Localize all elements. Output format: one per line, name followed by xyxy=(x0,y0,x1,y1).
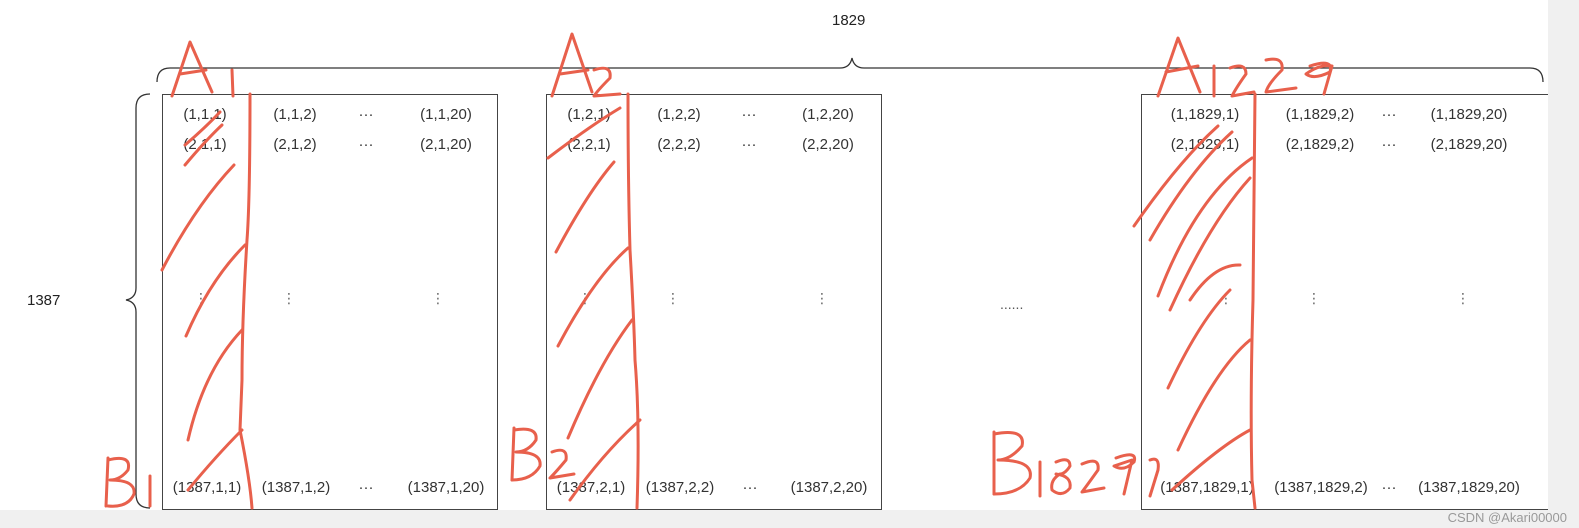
column-line-2 xyxy=(626,92,640,510)
cell: (2,1829,20) xyxy=(1430,136,1508,153)
cell-ellipsis: ··· xyxy=(1381,106,1397,123)
between-ellipsis: ...... xyxy=(1000,296,1024,312)
cell-ellipsis: ··· xyxy=(1381,136,1397,153)
cell-ellipsis: ··· xyxy=(741,136,757,153)
cell: (1387,1829,1) xyxy=(1160,479,1254,496)
vertical-dots: ⋮ xyxy=(282,290,296,306)
cell: (1387,1,20) xyxy=(407,479,485,496)
bottom-gutter xyxy=(0,510,1579,528)
cell: (1,2,20) xyxy=(802,106,854,123)
height-brace xyxy=(125,93,151,509)
cell-ellipsis: ··· xyxy=(741,106,757,123)
cell: (2,2,1) xyxy=(567,136,611,153)
vertical-dots: ⋮ xyxy=(194,290,208,306)
cell: (2,1829,2) xyxy=(1285,136,1355,153)
cell: (1,2,1) xyxy=(567,106,611,123)
height-label: 1387 xyxy=(27,292,61,309)
cell: (1,1829,20) xyxy=(1430,106,1508,123)
vertical-dots: ⋮ xyxy=(666,290,680,306)
column-line-3 xyxy=(1249,92,1257,510)
handwritten-a1829 xyxy=(1156,36,1334,98)
cell: (1,1,20) xyxy=(420,106,472,123)
cell: (1,1829,2) xyxy=(1285,106,1355,123)
hatch-marks-2 xyxy=(546,106,642,502)
cell: (1387,1,1) xyxy=(172,479,242,496)
vertical-dots: ⋮ xyxy=(815,290,829,306)
matrix-1829 xyxy=(1141,94,1548,510)
vertical-dots: ⋮ xyxy=(1219,290,1233,306)
width-label: 1829 xyxy=(832,12,866,29)
watermark: CSDN @Akari00000 xyxy=(1447,510,1567,525)
cell: (1,1829,1) xyxy=(1170,106,1240,123)
vertical-dots: ⋮ xyxy=(1456,290,1470,306)
cell: (1387,1829,2) xyxy=(1274,479,1368,496)
cell: (1,2,2) xyxy=(657,106,701,123)
cell-ellipsis: ··· xyxy=(1381,479,1397,496)
hatch-marks-3 xyxy=(1132,124,1254,492)
vertical-dots: ⋮ xyxy=(1307,290,1321,306)
cell: (2,1,2) xyxy=(273,136,317,153)
matrix-2 xyxy=(546,94,882,510)
cell-ellipsis: ··· xyxy=(358,106,374,123)
cell-ellipsis: ··· xyxy=(358,136,374,153)
cell: (1,1,1) xyxy=(183,106,227,123)
cell: (1387,2,2) xyxy=(645,479,715,496)
cell: (2,1,20) xyxy=(420,136,472,153)
cell: (1387,1829,20) xyxy=(1418,479,1520,496)
scroll-gutter xyxy=(1548,0,1579,528)
handwritten-a2 xyxy=(550,32,622,98)
cell: (2,1,1) xyxy=(183,136,227,153)
column-line-1 xyxy=(238,92,254,510)
cell: (2,2,2) xyxy=(657,136,701,153)
cell: (1387,2,1) xyxy=(556,479,626,496)
width-brace xyxy=(156,57,1544,83)
cell: (2,2,20) xyxy=(802,136,854,153)
cell: (1387,1,2) xyxy=(261,479,331,496)
vertical-dots: ⋮ xyxy=(431,290,445,306)
handwritten-b1829 xyxy=(992,430,1160,498)
hatch-marks-1 xyxy=(160,110,247,492)
cell-ellipsis: ··· xyxy=(742,479,758,496)
cell: (1387,2,20) xyxy=(790,479,868,496)
handwritten-b2 xyxy=(510,426,576,482)
matrix-1 xyxy=(162,94,498,510)
handwritten-b1 xyxy=(104,456,152,508)
handwritten-a1 xyxy=(170,40,235,98)
cell: (1,1,2) xyxy=(273,106,317,123)
cell-ellipsis: ··· xyxy=(358,479,374,496)
